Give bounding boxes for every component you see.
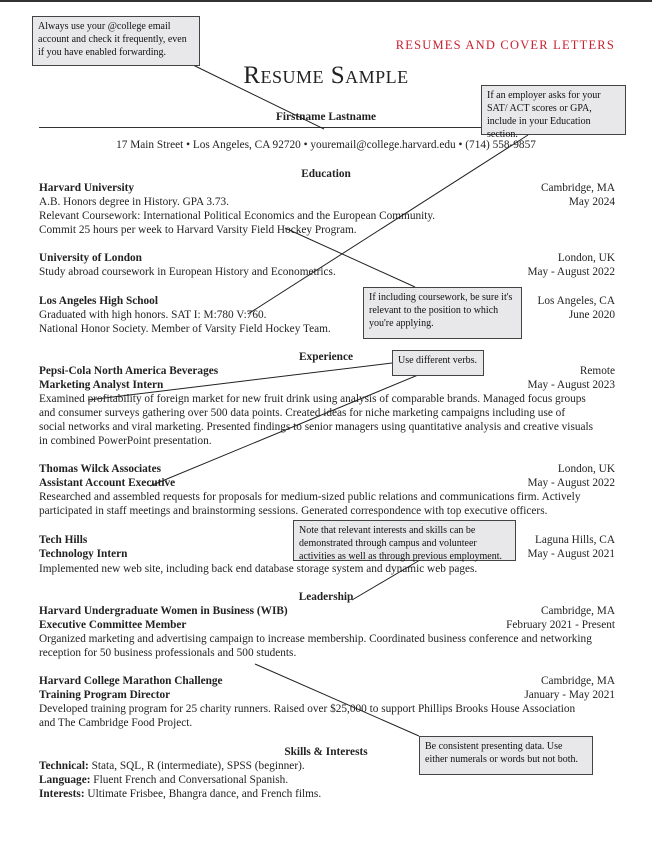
callout-data-tip: Be consistent presenting data. Use eithe…	[419, 736, 593, 775]
detail-line: in combined PowerPoint presentation.	[39, 435, 212, 447]
leader-line-verbs-1	[87, 362, 393, 401]
callout-interests-tip: Note that relevant interests and skills …	[293, 520, 516, 562]
skill-line: Interests: Ultimate Frisbee, Bhangra dan…	[39, 787, 321, 801]
skill-line: Technical: Stata, SQL, R (intermediate),…	[39, 759, 305, 773]
org-name: Pepsi-Cola North America Beverages	[39, 365, 219, 377]
location: Cambridge, MA	[540, 675, 615, 687]
date: May - August 2021	[527, 548, 615, 560]
location: Remote	[579, 365, 615, 377]
header-divider	[39, 127, 616, 128]
leader-line-verbs-2	[149, 374, 419, 487]
org-name: Thomas Wilck Associates	[39, 463, 161, 475]
org-name: Harvard Undergraduate Women in Business …	[39, 605, 288, 617]
detail-line: participated in staff meetings and brain…	[39, 505, 548, 517]
skill-label: Interests:	[39, 788, 85, 800]
org-name: Tech Hills	[39, 534, 88, 546]
role: Assistant Account Executive	[39, 477, 176, 489]
leader-line-coursework	[284, 227, 416, 288]
location: Cambridge, MA	[540, 605, 615, 617]
school-name: Los Angeles High School	[39, 295, 158, 307]
role: Technology Intern	[39, 548, 128, 560]
role: Executive Committee Member	[39, 619, 187, 631]
date: May 2024	[568, 196, 615, 208]
skill-value: Ultimate Frisbee, Bhangra dance, and Fre…	[84, 788, 322, 800]
detail-line: Relevant Coursework: International Polit…	[39, 210, 436, 222]
page-title: Resume Sample	[243, 62, 409, 89]
skill-line: Language: Fluent French and Conversation…	[39, 773, 288, 787]
role: Marketing Analyst Intern	[39, 379, 164, 391]
detail-line: National Honor Society. Member of Varsit…	[39, 323, 331, 335]
detail-line: Researched and assembled requests for pr…	[39, 491, 581, 503]
date: May - August 2023	[527, 379, 615, 391]
skill-value: Fluent French and Conversational Spanish…	[90, 774, 289, 786]
org-name: Harvard College Marathon Challenge	[39, 675, 223, 687]
detail-line: and The Cambridge Food Project.	[39, 717, 193, 729]
school-name: Harvard University	[39, 182, 135, 194]
detail-line: Developed training program for 25 charit…	[39, 703, 576, 715]
callout-coursework-tip: If including coursework, be sure it's re…	[363, 287, 522, 339]
detail-line: Commit 25 hours per week to Harvard Vars…	[39, 224, 357, 236]
candidate-name: Firstname Lastname	[275, 111, 377, 123]
skill-value: Stata, SQL, R (intermediate), SPSS (begi…	[88, 760, 305, 772]
date: June 2020	[568, 309, 615, 321]
callout-email-tip: Always use your @college email account a…	[32, 16, 200, 66]
location: Laguna Hills, CA	[534, 534, 615, 546]
detail-line: A.B. Honors degree in History. GPA 3.73.	[39, 196, 229, 208]
location: London, UK	[557, 252, 615, 264]
skills-heading: Skills & Interests	[284, 746, 368, 758]
detail-line: reception for 50 business professionals …	[39, 647, 297, 659]
detail-line: Study abroad coursework in European Hist…	[39, 266, 336, 278]
section-label: RESUMES AND COVER LETTERS	[395, 38, 615, 52]
role: Training Program Director	[39, 689, 171, 701]
school-name: University of London	[39, 252, 142, 264]
skill-label: Technical:	[39, 760, 89, 772]
detail-line: Graduated with high honors. SAT I: M:780…	[39, 309, 267, 321]
leader-line-sat	[247, 134, 529, 315]
leader-line-interests	[351, 559, 421, 601]
leader-line-data	[254, 663, 420, 737]
date: May - August 2022	[527, 266, 615, 278]
date: May - August 2022	[527, 477, 615, 489]
leadership-heading: Leadership	[298, 591, 354, 603]
callout-verbs-tip: Use different verbs.	[392, 350, 484, 376]
detail-line: Examined profitability of foreign market…	[39, 393, 586, 405]
detail-line: social networks and viral marketing. Pre…	[39, 421, 594, 433]
experience-heading: Experience	[299, 351, 353, 363]
location: Los Angeles, CA	[537, 295, 615, 307]
date: February 2021 - Present	[506, 619, 615, 631]
callout-scores-tip: If an employer asks for your SAT/ ACT sc…	[481, 85, 626, 140]
education-heading: Education	[301, 168, 351, 180]
detail-line: and consumer surveys gathering over 500 …	[39, 407, 566, 419]
detail-line: Implemented new web site, including back…	[39, 563, 478, 575]
detail-line: Organized marketing and advertising camp…	[39, 633, 592, 645]
contact-line: 17 Main Street • Los Angeles, CA 92720 •…	[116, 139, 536, 151]
leader-line-email	[192, 64, 325, 130]
location: Cambridge, MA	[540, 182, 615, 194]
date: January - May 2021	[524, 689, 615, 701]
location: London, UK	[557, 463, 615, 475]
skill-label: Language:	[39, 774, 91, 786]
